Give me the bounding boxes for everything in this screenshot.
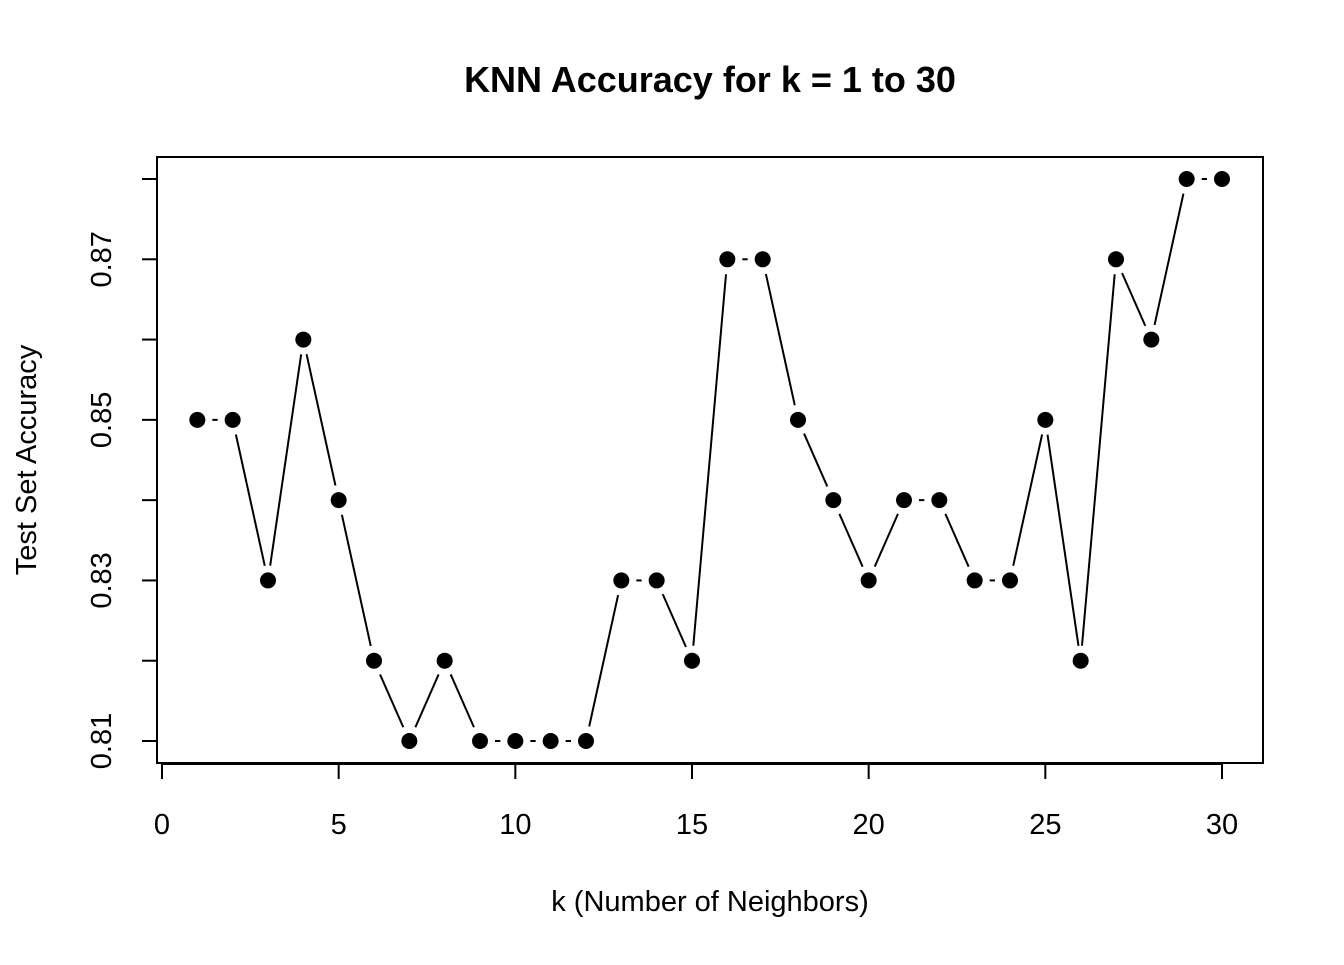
series-segment bbox=[414, 674, 440, 728]
data-point bbox=[1143, 331, 1160, 348]
data-point bbox=[648, 572, 665, 589]
series-segment bbox=[588, 594, 620, 727]
data-point bbox=[507, 733, 524, 749]
x-tick-label: 15 bbox=[676, 809, 708, 841]
series-line bbox=[212, 178, 1207, 742]
series-segment bbox=[340, 514, 372, 647]
data-point bbox=[931, 492, 948, 509]
series-segment bbox=[449, 674, 475, 728]
series-segment bbox=[269, 354, 303, 566]
y-tick-label: 0.81 bbox=[86, 713, 118, 769]
x-axis-label: k (Number of Neighbors) bbox=[551, 886, 869, 918]
data-point bbox=[542, 733, 559, 749]
x-tick-label: 25 bbox=[1029, 809, 1061, 841]
y-axis: 0.81 0.83 0.85 0.87 bbox=[86, 178, 158, 769]
series-segment bbox=[873, 513, 899, 568]
chart-title: KNN Accuracy for k = 1 to 30 bbox=[464, 59, 956, 100]
x-axis: 0 5 10 15 20 25 30 bbox=[154, 763, 1238, 841]
data-point bbox=[754, 251, 771, 268]
series-segment bbox=[379, 674, 405, 728]
series-segment bbox=[1046, 434, 1080, 647]
x-tick-label: 20 bbox=[853, 809, 885, 841]
data-point bbox=[790, 411, 806, 428]
data-point bbox=[330, 492, 347, 509]
data-point bbox=[578, 733, 594, 749]
series-points bbox=[189, 171, 1230, 749]
series-segment bbox=[944, 513, 970, 568]
data-point bbox=[966, 572, 983, 589]
series-segment bbox=[661, 593, 687, 648]
data-point bbox=[719, 251, 736, 268]
data-point bbox=[684, 652, 700, 669]
x-tick-label: 0 bbox=[154, 809, 170, 841]
y-tick-label: 0.85 bbox=[86, 392, 118, 448]
data-point bbox=[860, 572, 877, 589]
data-point bbox=[366, 652, 382, 669]
y-tick-label: 0.83 bbox=[86, 552, 118, 608]
data-point bbox=[896, 492, 912, 509]
x-tick-label: 30 bbox=[1206, 809, 1238, 841]
data-point bbox=[1072, 652, 1089, 669]
series-segment bbox=[838, 513, 864, 568]
data-point bbox=[472, 733, 488, 749]
data-point bbox=[1214, 171, 1230, 187]
data-point bbox=[224, 411, 241, 428]
data-point bbox=[1108, 251, 1124, 268]
data-point bbox=[189, 411, 206, 428]
series-segment bbox=[803, 433, 829, 487]
y-tick-label: 0.87 bbox=[86, 231, 118, 287]
series-segment bbox=[692, 274, 728, 646]
series-segment bbox=[1012, 434, 1044, 566]
x-tick-label: 5 bbox=[331, 809, 347, 841]
series-segment bbox=[305, 354, 337, 486]
series-segment bbox=[764, 273, 796, 406]
y-axis-label: Test Set Accuracy bbox=[11, 344, 43, 575]
data-point bbox=[436, 652, 453, 669]
data-point bbox=[401, 733, 418, 749]
x-tick-label: 10 bbox=[499, 809, 531, 841]
series-segment bbox=[234, 434, 266, 566]
data-point bbox=[1002, 572, 1018, 589]
data-point bbox=[1178, 171, 1195, 187]
data-point bbox=[613, 572, 630, 589]
series-segment bbox=[1121, 272, 1147, 327]
data-point bbox=[260, 572, 276, 589]
series-segment bbox=[1153, 193, 1185, 326]
data-point bbox=[295, 331, 312, 348]
data-point bbox=[1037, 411, 1054, 428]
series-segment bbox=[1080, 274, 1116, 646]
data-point bbox=[825, 492, 842, 509]
